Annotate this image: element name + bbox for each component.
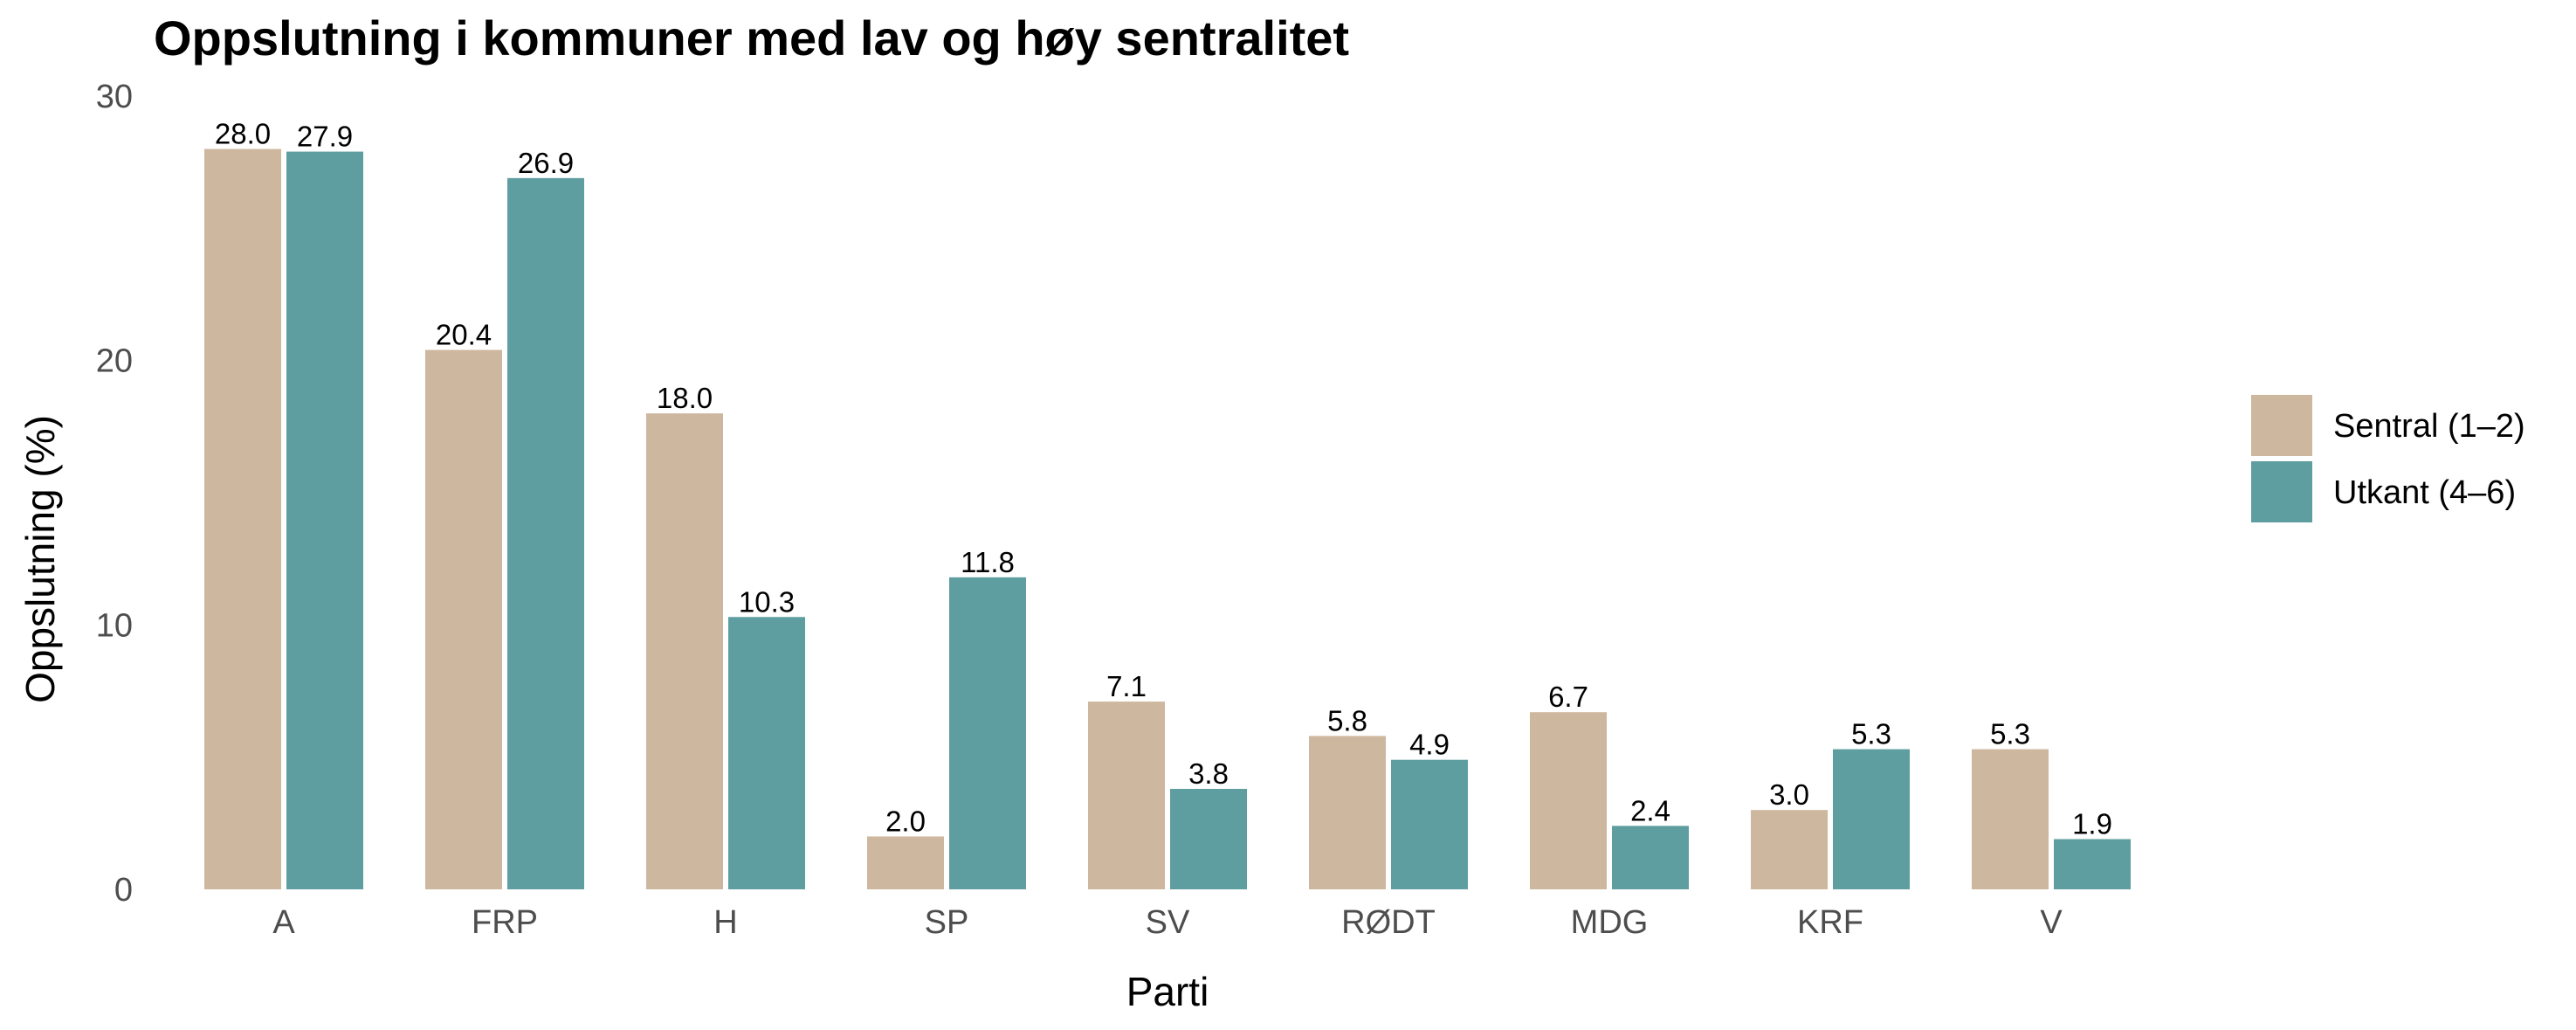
x-tick-label: SP [925,904,969,941]
y-tick-label: 20 [96,343,133,380]
value-label: 11.8 [961,546,1015,578]
value-label: 1.9 [2072,807,2112,840]
value-label: 28.0 [215,118,271,150]
bar-utkant-h [728,617,805,889]
value-labels: 28.0 27.9 20.4 26.9 18.0 10.3 2.0 11.8 7.1 3.8 5.8… [215,118,2112,840]
x-axis-ticks: A FRP H SP SV RØDT MDG KRF V [272,904,2063,941]
x-tick-label: H [713,904,737,941]
bar-sentral-a [204,149,281,890]
bar-utkant-sv [1170,788,1247,889]
value-label: 6.7 [1548,681,1588,713]
value-label: 2.0 [885,805,926,837]
bar-utkant-frp [507,177,584,889]
bar-utkant-rødt [1391,759,1468,889]
y-tick-label: 0 [114,872,133,909]
x-tick-label: V [2040,904,2063,941]
value-label: 5.8 [1327,704,1367,736]
x-axis-title: Parti [1126,969,1209,1014]
bar-sentral-sv [1088,702,1165,889]
x-tick-label: MDG [1571,904,1649,941]
legend-key-sentral [2251,395,2312,456]
bar-utkant-sp [949,577,1026,889]
value-label: 5.3 [1851,718,1891,750]
chart-title: Oppslutning i kommuner med lav og høy se… [154,10,1349,66]
bar-sentral-sp [867,836,944,889]
bars [204,149,2131,890]
value-label: 4.9 [1409,729,1450,761]
bar-sentral-krf [1751,810,1828,889]
x-tick-label: FRP [472,904,538,941]
value-label: 26.9 [518,147,574,179]
y-tick-label: 30 [96,79,133,115]
value-label: 3.0 [1769,778,1809,811]
bar-utkant-mdg [1612,826,1689,889]
value-label: 20.4 [436,319,492,351]
y-axis-title: Oppslutning (%) [17,415,63,703]
x-tick-label: A [272,904,295,941]
y-tick-label: 10 [96,607,133,644]
legend-label-utkant: Utkant (4–6) [2333,474,2516,511]
bar-sentral-h [646,413,723,889]
bar-utkant-v [2054,839,2131,889]
value-label: 2.4 [1630,794,1670,826]
legend-label-sentral: Sentral (1–2) [2333,408,2525,445]
bar-utkant-a [286,151,363,889]
x-tick-label: KRF [1797,904,1863,941]
legend-key-utkant [2251,461,2312,522]
y-axis-ticks: 0 10 20 30 [96,79,133,909]
value-label: 5.3 [1990,718,2030,750]
value-label: 27.9 [297,121,353,153]
legend: Sentral (1–2) Utkant (4–6) [2251,395,2525,522]
value-label: 18.0 [657,382,713,414]
bar-sentral-v [1972,749,2049,889]
bar-sentral-frp [425,349,502,889]
bar-utkant-krf [1833,749,1910,889]
bar-sentral-mdg [1530,712,1607,889]
value-label: 7.1 [1106,670,1147,702]
x-tick-label: SV [1146,904,1190,941]
value-label: 3.8 [1188,757,1229,790]
x-tick-label: RØDT [1341,904,1436,941]
value-label: 10.3 [739,585,795,618]
bar-sentral-rødt [1309,736,1386,889]
